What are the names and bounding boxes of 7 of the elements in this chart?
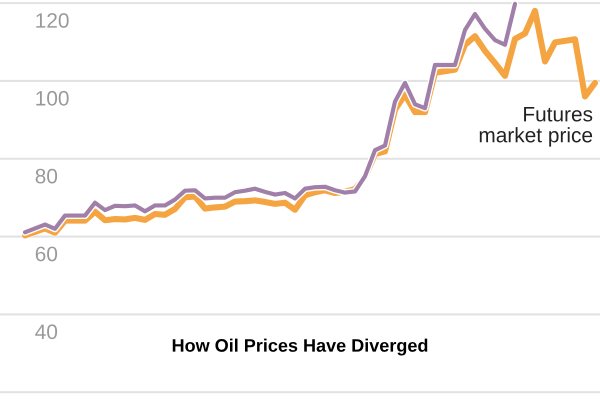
y-tick-label: 100: [36, 90, 69, 106]
text: How Oil Prices Have Diverged: [172, 338, 428, 356]
y-tick-label: 60: [36, 246, 58, 262]
y-tick-label: 80: [36, 168, 58, 184]
y-tick-label: 120: [36, 13, 69, 28]
y-tick-label: 40: [35, 324, 58, 340]
series-label: Futures market price: [480, 106, 592, 147]
